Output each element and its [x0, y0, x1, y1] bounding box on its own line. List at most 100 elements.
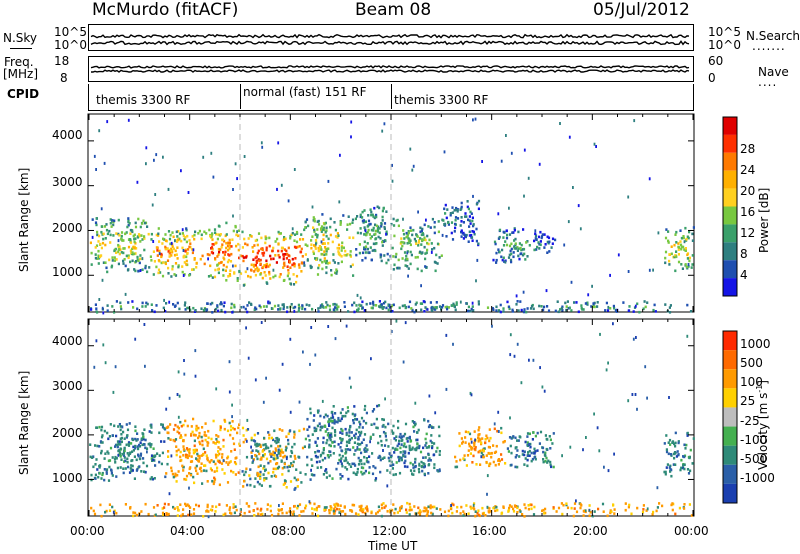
echo-cell [365, 233, 368, 236]
echo-cell [317, 219, 320, 223]
echo-cell [201, 254, 204, 258]
nave-dotted-indicator: .... [758, 75, 778, 89]
colorbar-segment [723, 388, 737, 408]
echo-cell [433, 246, 436, 250]
echo-cell [534, 450, 537, 453]
echo-cell [527, 176, 530, 180]
echo-cell [674, 431, 677, 435]
echo-cell [278, 504, 280, 507]
echo-cell [517, 309, 520, 312]
xtick-6: 00:00 [674, 524, 709, 538]
echo-cell [365, 421, 368, 425]
echo-cell [322, 473, 325, 476]
echo-cell [377, 505, 380, 509]
echo-cell [265, 236, 268, 240]
echo-cell [101, 241, 105, 245]
echo-cell [157, 259, 160, 262]
echo-cell [367, 214, 370, 217]
echo-cell [165, 512, 168, 515]
echo-cell [371, 213, 374, 217]
echo-cell [333, 221, 336, 224]
echo-cell [382, 430, 386, 434]
echo-cell [223, 257, 226, 261]
echo-cell [355, 253, 358, 257]
echo-cell [582, 509, 585, 513]
echo-cell [277, 452, 280, 455]
echo-cell [670, 474, 673, 478]
echo-cell [249, 477, 252, 481]
echo-cell [244, 256, 248, 259]
echo-cell [398, 509, 401, 512]
echo-cell [285, 486, 288, 489]
echo-cell [275, 462, 278, 466]
echo-cell [139, 225, 142, 229]
echo-cell [361, 472, 364, 476]
echo-cell [505, 243, 509, 247]
echo-cell [513, 245, 516, 248]
echo-cell [123, 247, 126, 250]
echo-cell [402, 434, 405, 438]
echo-cell [379, 305, 382, 309]
echo-cell [668, 466, 671, 469]
echo-cell [360, 441, 364, 444]
nsearch-trace [90, 40, 690, 46]
echo-cell [157, 227, 160, 230]
echo-cell [274, 274, 277, 278]
echo-cell [122, 451, 125, 455]
echo-cell [387, 422, 390, 426]
nave-tick-top: 60 [708, 54, 724, 68]
echo-cell [209, 274, 212, 277]
echo-cell [399, 446, 402, 450]
echo-cell [244, 270, 247, 274]
echo-cell [408, 513, 411, 516]
echo-cell [472, 454, 475, 458]
echo-cell [428, 463, 431, 466]
echo-cell [272, 467, 275, 471]
echo-cell [197, 460, 201, 463]
echo-cell [523, 308, 526, 311]
echo-cell [164, 245, 167, 249]
echo-cell [452, 302, 455, 306]
echo-cell [235, 508, 238, 512]
echo-cell [404, 450, 407, 453]
echo-cell [153, 477, 156, 480]
echo-cell [373, 216, 376, 220]
echo-cell [111, 219, 114, 222]
echo-cell [313, 219, 316, 223]
echo-cell [364, 404, 367, 408]
echo-cell [99, 242, 102, 246]
echo-cell [140, 510, 143, 513]
echo-cell [126, 452, 129, 455]
echo-cell [471, 446, 474, 450]
echo-cell [664, 261, 667, 265]
echo-cell [405, 254, 408, 258]
echo-cell [337, 305, 340, 309]
echo-cell [223, 253, 226, 256]
echo-cell [176, 506, 179, 509]
echo-cell [455, 303, 458, 306]
echo-cell [492, 460, 495, 464]
echo-cell [137, 217, 140, 221]
echo-cell [132, 511, 135, 514]
echo-cell [220, 301, 223, 304]
echo-cell [528, 442, 531, 446]
echo-cell [528, 358, 530, 362]
echo-cell [665, 448, 668, 451]
echo-cell [133, 240, 136, 244]
echo-cell [181, 464, 184, 468]
echo-cell [254, 268, 257, 271]
echo-cell [175, 453, 178, 457]
echo-cell [250, 235, 253, 238]
echo-cell [520, 243, 523, 247]
echo-cell [367, 228, 370, 232]
echo-cell [140, 234, 143, 237]
echo-cell [507, 509, 510, 512]
echo-cell [469, 452, 472, 455]
echo-cell [384, 239, 387, 242]
echo-cell [300, 510, 303, 513]
echo-cell [150, 457, 153, 460]
echo-cell [411, 447, 414, 451]
echo-cell [271, 249, 274, 253]
echo-cell [664, 470, 667, 474]
echo-cell [278, 255, 281, 259]
